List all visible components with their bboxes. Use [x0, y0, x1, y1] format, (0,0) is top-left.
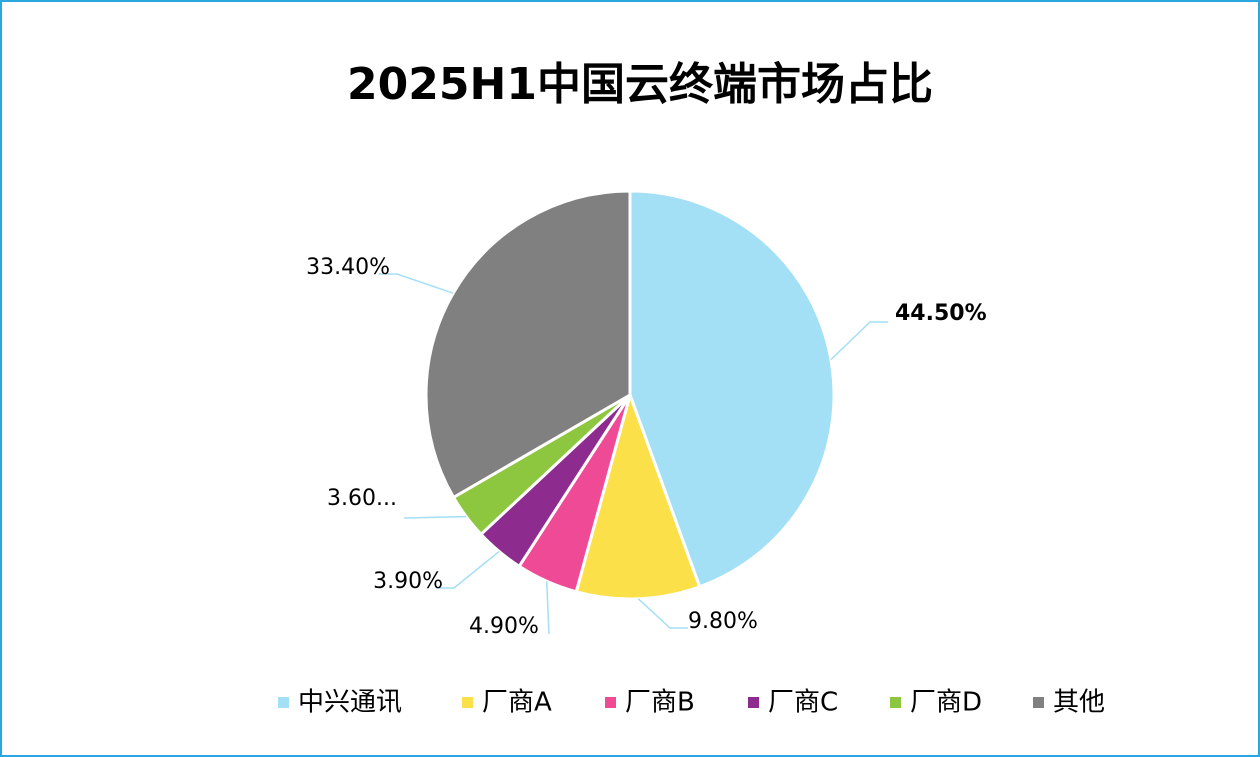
- legend-swatch: [748, 697, 759, 708]
- leader-line: [379, 273, 454, 294]
- legend-swatch: [890, 697, 901, 708]
- legend-label: 厂商C: [768, 688, 838, 718]
- legend-label: 其他: [1053, 688, 1105, 718]
- chart-title: 2025H1中国云终端市场占比: [347, 59, 933, 110]
- legend-label: 中兴通讯: [298, 688, 402, 718]
- leader-line: [403, 515, 467, 519]
- legend-label: 厂商D: [910, 688, 982, 718]
- leader-line: [637, 598, 688, 629]
- pie-slice: [424, 189, 632, 500]
- data-label: 3.90%: [373, 569, 443, 594]
- leader-line: [545, 581, 550, 635]
- pie-slice: [628, 189, 836, 589]
- legend-label: 厂商A: [482, 688, 552, 718]
- legend-swatch: [462, 697, 473, 708]
- data-label: 33.40%: [306, 255, 390, 280]
- legend-swatch: [605, 697, 616, 708]
- data-label: 4.90%: [469, 614, 539, 639]
- leader-line: [436, 550, 500, 589]
- legend-swatch: [1033, 697, 1044, 708]
- legend-label: 厂商B: [625, 688, 695, 718]
- pie-slice: [574, 390, 702, 601]
- data-label: 9.80%: [688, 609, 758, 634]
- data-label: 44.50%: [895, 301, 987, 326]
- leader-line: [830, 321, 888, 361]
- legend-swatch: [278, 697, 289, 708]
- data-label: 3.60...: [327, 486, 397, 511]
